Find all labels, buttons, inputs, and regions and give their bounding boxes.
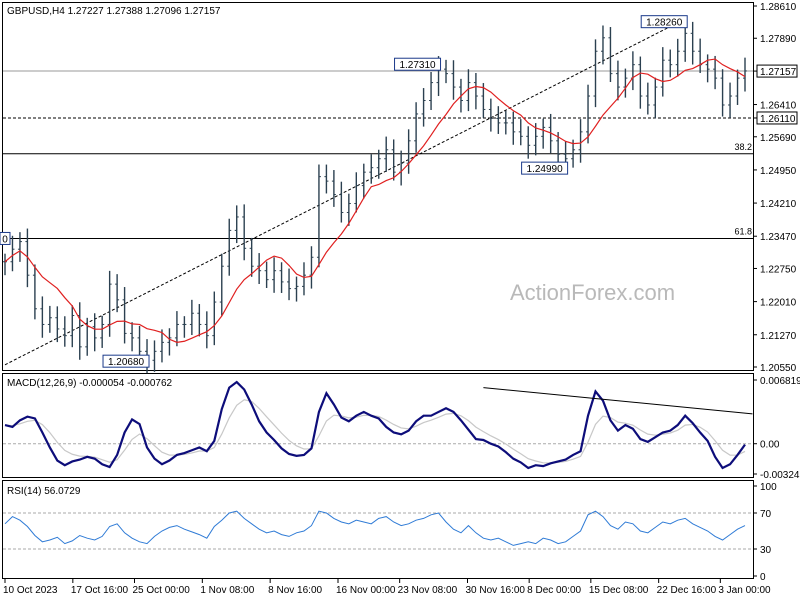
annotation-box-2 [521,161,569,175]
ohlc-bars [3,21,747,374]
price-tick-label-10: 1.22010 [760,298,797,309]
price-tick-label-8: 1.23470 [760,232,797,243]
price-tick-label-11: 1.21270 [760,331,797,342]
annotation-label-3: 1.20680 [108,357,145,368]
x-tick-label-10: 22 Dec 16:00 [657,585,717,596]
rising-trendline [4,18,686,366]
price-tick-label-9: 1.22750 [760,264,797,275]
watermark-text: ActionForex.com [510,280,675,305]
annotation-label-0: 1.28260 [646,18,683,29]
x-tick-label-7: 30 Nov 16:00 [466,585,526,596]
x-tick-label-2: 25 Oct 00:00 [133,585,191,596]
macd-trendline [483,387,753,415]
rsi-tick-label-0: 100 [760,482,777,493]
annotation-box-4 [0,231,11,245]
price-tick-label-0: 1.28610 [760,2,797,13]
rsi-tick-label-1: 70 [760,509,772,520]
rsi-tick-label-3: 0 [760,572,766,583]
price-tick-label-6: 1.24950 [760,166,797,177]
rsi-line [4,510,746,546]
moving-average-line [4,58,746,343]
fib-label-38-2: 38.2 [734,142,752,152]
x-tick-label-11: 3 Jan 00:00 [718,585,771,596]
macd-panel-frame [2,373,754,478]
main-panel-frame [2,2,754,371]
macd-header: MACD(12,26,9) -0.000054 -0.000762 [7,378,173,389]
annotation-label-4: 0 [2,234,8,245]
macd-main-line [4,380,746,470]
macd-layer [3,380,753,470]
x-tick-label-5: 16 Nov 00:00 [336,585,396,596]
price-tick-label-5: 1.25690 [760,133,797,144]
annotation-label-1: 1.27310 [399,60,436,71]
price-tick-label-3: 1.26410 [760,101,797,112]
annotation-label-2: 1.24990 [527,164,564,175]
price-tick-label-2: 1.27157 [760,67,797,78]
annotation-box-1 [394,57,442,71]
price-tick-label-4: 1.26110 [760,114,796,125]
price-tick-label-7: 1.24210 [760,199,797,210]
x-tick-label-1: 17 Oct 16:00 [71,585,129,596]
x-tick-label-4: 8 Nov 16:00 [268,585,322,596]
price-tick-label-12: 1.20550 [760,363,797,374]
x-tick-label-6: 23 Nov 08:00 [398,585,458,596]
macd-tick-label-1: 0.00 [760,440,780,451]
price-tick-label-1: 1.27890 [760,34,797,45]
main-price-layer: 38.2 61.8 1.28260 1.27310 1.24990 1.20680 0 [0,15,753,374]
x-tick-label-8: 8 Dec 00:00 [527,585,581,596]
rsi-layer [3,510,753,550]
main-header: GBPUSD,H4 1.27227 1.27388 1.27096 1.2715… [7,6,221,17]
rsi-panel-frame [2,480,754,579]
x-tick-label-0: 10 Oct 2023 [3,585,58,596]
macd-tick-label-0: 0.006819 [760,376,800,387]
x-tick-label-9: 15 Dec 08:00 [589,585,649,596]
price-tick-box-2 [756,64,798,78]
annotation-box-0 [640,15,688,29]
price-tick-box-4 [756,111,798,125]
fib-label-61-8: 61.8 [734,226,752,236]
x-tick-label-3: 1 Nov 08:00 [200,585,254,596]
rsi-header: RSI(14) 56.0729 [7,486,81,497]
annotation-box-3 [102,354,150,368]
axis-labels-layer: 1.28610 1.27890 1.27157 1.26410 1.26110 1.256… [3,2,800,596]
rsi-tick-label-2: 30 [760,545,772,556]
